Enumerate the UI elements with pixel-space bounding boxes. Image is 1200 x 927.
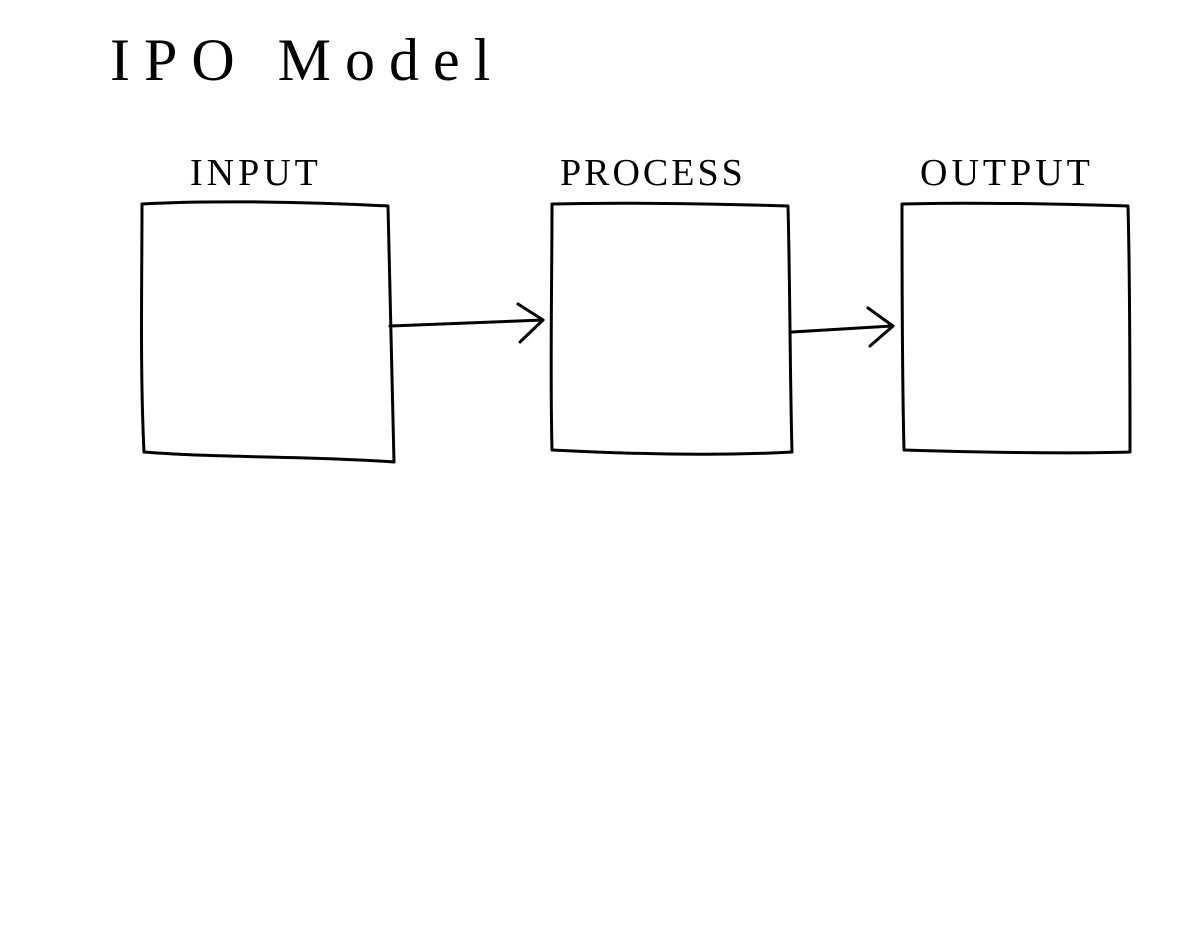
node-box-process (551, 203, 792, 454)
diagram-title: IPO Model (110, 27, 504, 93)
node-label-output: OUTPUT (920, 152, 1094, 194)
diagram-canvas: IPO Model INPUT PROCESS OUTPUT (0, 0, 1200, 927)
edge-input-to-process (390, 304, 543, 342)
edge-process-to-output (792, 308, 893, 346)
node-label-process: PROCESS (560, 152, 746, 194)
node-box-output (902, 203, 1130, 453)
node-label-input: INPUT (190, 152, 322, 194)
node-box-input (142, 202, 395, 462)
